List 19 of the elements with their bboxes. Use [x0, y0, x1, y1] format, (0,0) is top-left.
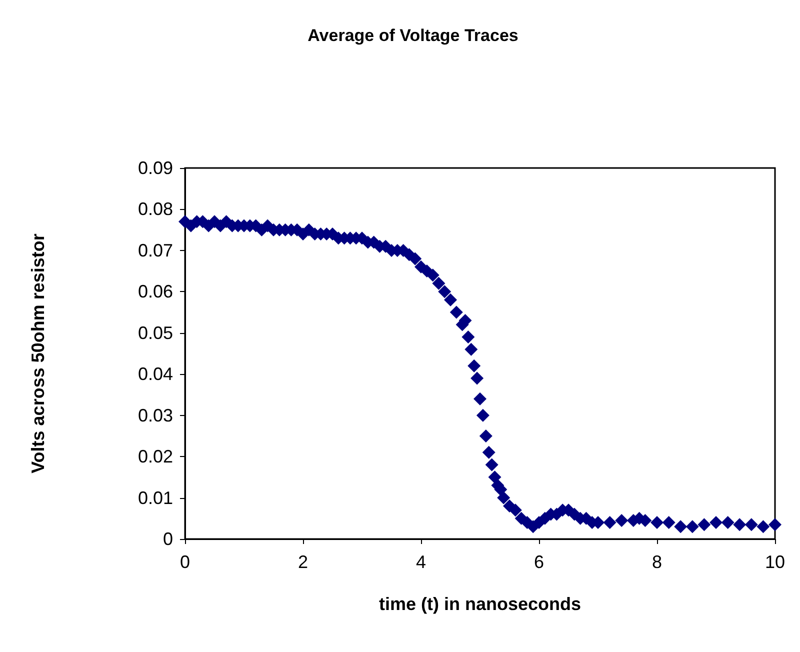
y-tick-label: 0.07: [138, 240, 173, 260]
x-tick-label: 8: [652, 552, 662, 572]
chart-title: Average of Voltage Traces: [308, 26, 518, 45]
x-tick-label: 0: [180, 552, 190, 572]
y-tick-label: 0.06: [138, 282, 173, 302]
y-tick-label: 0.05: [138, 322, 173, 343]
y-tick-label: 0.03: [138, 405, 173, 426]
y-tick-label: 0.01: [138, 488, 173, 508]
x-tick-label: 4: [416, 552, 426, 572]
y-tick-label: 0.09: [138, 158, 173, 178]
x-tick-label: 2: [298, 552, 308, 572]
y-tick-label: 0.04: [138, 364, 173, 384]
x-tick-label: 6: [534, 552, 544, 572]
y-tick-label: 0: [162, 529, 173, 549]
y-tick-label: 0.08: [138, 199, 173, 220]
y-axis-title: Volts across 50ohm resistor: [28, 234, 48, 474]
y-tick-label: 0.02: [138, 446, 173, 467]
x-axis-title: time (t) in nanoseconds: [378, 594, 582, 614]
x-tick-label: 10: [764, 552, 786, 572]
